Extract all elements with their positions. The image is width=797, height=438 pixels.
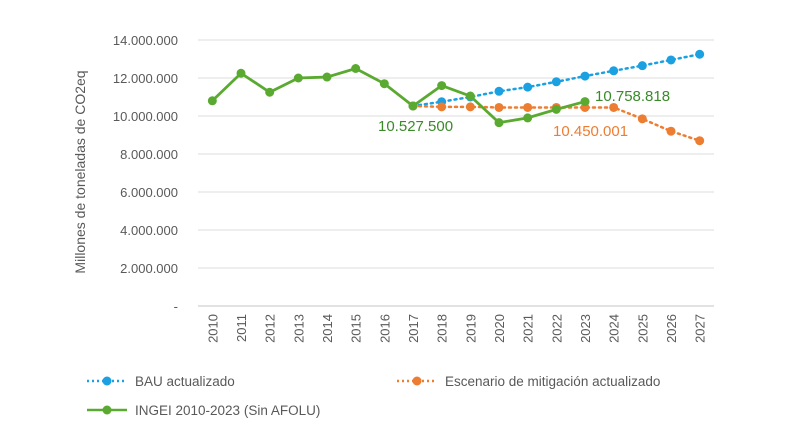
y-tick-label: 2.000.000 [120,261,178,276]
x-tick-label: 2015 [349,314,364,343]
y-axis-label: Millones de toneladas de CO2eq [72,70,88,273]
data-point [551,77,561,87]
data-point [437,81,447,91]
data-point [609,102,619,112]
data-point [494,86,504,96]
legend-label: INGEI 2010-2023 (Sin AFOLU) [135,403,320,418]
data-point [293,73,303,83]
legend-swatch-marker [412,376,422,386]
data-point [408,101,418,111]
legend-label: Escenario de mitigación actualizado [445,374,660,389]
data-label: 10.450.001 [553,123,628,140]
legend-label: BAU actualizado [135,374,235,389]
x-axis-ticks: 2010 2011 2012 2013 2014 2015 2016 2017 2018 2019… [205,314,707,343]
x-tick-label: 2011 [234,314,249,342]
data-label: 10.758.818 [595,88,670,105]
x-tick-label: 2025 [635,314,650,343]
x-tick-label: 2013 [291,314,306,343]
data-point [379,79,389,89]
data-point [322,72,332,82]
x-tick-label: 2012 [263,314,278,343]
gridlines [198,39,714,307]
x-tick-label: 2024 [607,314,622,343]
y-tick-label: 10.000.000 [113,109,178,124]
data-point [236,68,246,78]
data-labels: 10.527.500 10.758.818 10.450.001 [378,88,670,140]
data-point [580,71,590,81]
x-tick-label: 2018 [435,314,450,343]
y-tick-label: 6.000.000 [120,185,178,200]
data-point [695,49,705,59]
x-tick-label: 2026 [664,314,679,343]
data-point [351,64,361,73]
y-tick-label: 8.000.000 [120,147,178,162]
data-point [609,66,619,76]
data-point [465,91,475,101]
data-label: 10.527.500 [378,118,453,135]
data-point [666,126,676,136]
data-point [523,102,533,112]
data-point [580,97,590,107]
y-tick-label: 14.000.000 [113,33,178,48]
x-tick-label: 2017 [406,314,421,343]
x-tick-label: 2021 [521,314,536,343]
data-point [494,118,504,128]
data-point [637,114,647,124]
x-tick-label: 2010 [205,314,220,343]
data-point [207,96,217,106]
y-tick-label: 12.000.000 [113,71,178,86]
data-point [465,102,475,112]
data-point [666,55,676,65]
x-tick-label: 2022 [549,314,564,343]
legend-swatch-marker [102,376,112,386]
data-point [523,82,533,92]
x-tick-label: 2019 [463,314,478,343]
data-point [695,136,705,146]
series-group [207,49,705,146]
x-tick-label: 2020 [492,314,507,343]
x-tick-label: 2014 [320,314,335,343]
data-point [437,102,447,112]
y-tick-label: - [174,299,178,314]
x-tick-label: 2023 [578,314,593,343]
x-tick-label: 2027 [693,314,708,343]
data-point [265,87,275,97]
y-tick-label: 4.000.000 [120,223,178,238]
data-point [523,113,533,123]
legend-swatch-marker [102,405,112,415]
legend[interactable]: BAU actualizado Escenario de mitigación a… [87,374,660,418]
data-point [637,61,647,71]
series-line-2 [210,66,587,125]
data-point [494,102,504,112]
y-axis-ticks: - 2.000.000 4.000.000 6.000.000 8.000.000 10.… [113,33,178,314]
x-tick-label: 2016 [377,314,392,343]
data-point [551,104,561,114]
